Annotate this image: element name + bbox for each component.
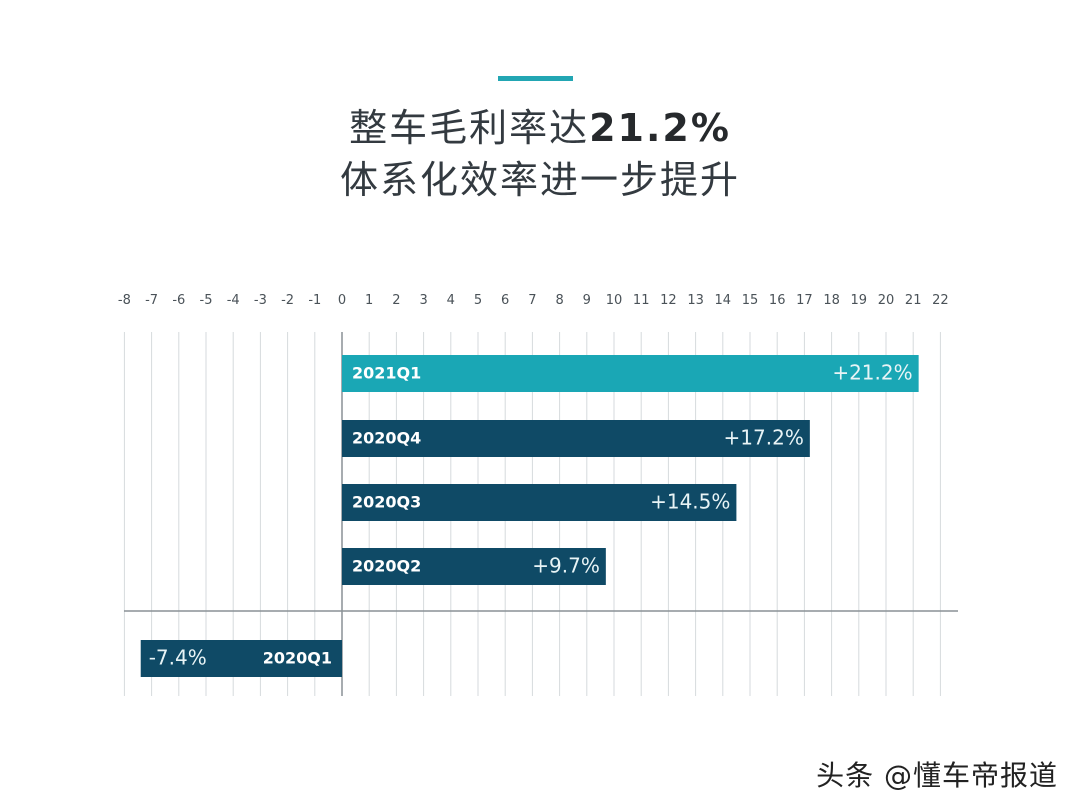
bar-category-label: 2020Q2	[352, 557, 421, 576]
x-tick-label: 3	[419, 293, 427, 308]
x-tick-label: -2	[281, 293, 294, 308]
x-tick-label: 19	[851, 293, 868, 308]
bar-value-label: +14.5%	[650, 490, 730, 514]
x-tick-label: 22	[932, 293, 949, 308]
title-prefix: 整车毛利率达	[349, 106, 590, 150]
x-tick-label: -4	[227, 293, 240, 308]
bar-category-label: 2021Q1	[352, 364, 421, 383]
bar	[342, 355, 919, 392]
x-tick-label: 10	[606, 293, 623, 308]
bar-category-label: 2020Q1	[263, 649, 332, 668]
bar-value-label: +21.2%	[832, 361, 912, 385]
x-tick-label: 6	[501, 293, 509, 308]
bar	[342, 420, 810, 457]
x-tick-label: 9	[583, 293, 591, 308]
x-tick-label: 21	[905, 293, 922, 308]
x-tick-label: 17	[796, 293, 813, 308]
bar-value-label: +9.7%	[532, 554, 600, 578]
bar-category-label: 2020Q4	[352, 429, 421, 448]
x-tick-label: -6	[172, 293, 185, 308]
x-tick-label: 4	[447, 293, 455, 308]
title-accent-line	[498, 76, 573, 81]
x-tick-label: 5	[474, 293, 482, 308]
bar	[342, 484, 737, 521]
chart-subtitle: 体系化效率进一步提升	[339, 158, 740, 202]
x-tick-label: 1	[365, 293, 373, 308]
x-tick-label: 11	[633, 293, 650, 308]
x-tick-label: 15	[742, 293, 759, 308]
bar-value-label: +17.2%	[724, 426, 804, 450]
x-tick-label: -3	[254, 293, 267, 308]
x-tick-label: 16	[769, 293, 786, 308]
bar	[140, 640, 342, 677]
x-tick-label: 18	[823, 293, 840, 308]
bar-value-label: -7.4%	[149, 646, 207, 670]
x-tick-label: 0	[338, 293, 346, 308]
chart-title: 整车毛利率达21.2%	[0, 104, 1080, 152]
x-tick-label: -5	[200, 293, 213, 308]
x-tick-label: -8	[118, 293, 131, 308]
title-value: 21.2%	[589, 106, 731, 150]
x-tick-label: 2	[392, 293, 400, 308]
x-tick-label: 7	[528, 293, 536, 308]
x-tick-label: -7	[145, 293, 158, 308]
x-tick-label: 8	[555, 293, 563, 308]
bar	[342, 548, 606, 585]
x-tick-label: 20	[878, 293, 895, 308]
bar-category-label: 2020Q3	[352, 493, 421, 512]
x-tick-label: 12	[660, 293, 677, 308]
x-tick-label: -1	[308, 293, 321, 308]
x-tick-label: 14	[715, 293, 732, 308]
watermark: 头条 @懂车帝报道	[816, 759, 1058, 792]
x-tick-label: 13	[687, 293, 704, 308]
